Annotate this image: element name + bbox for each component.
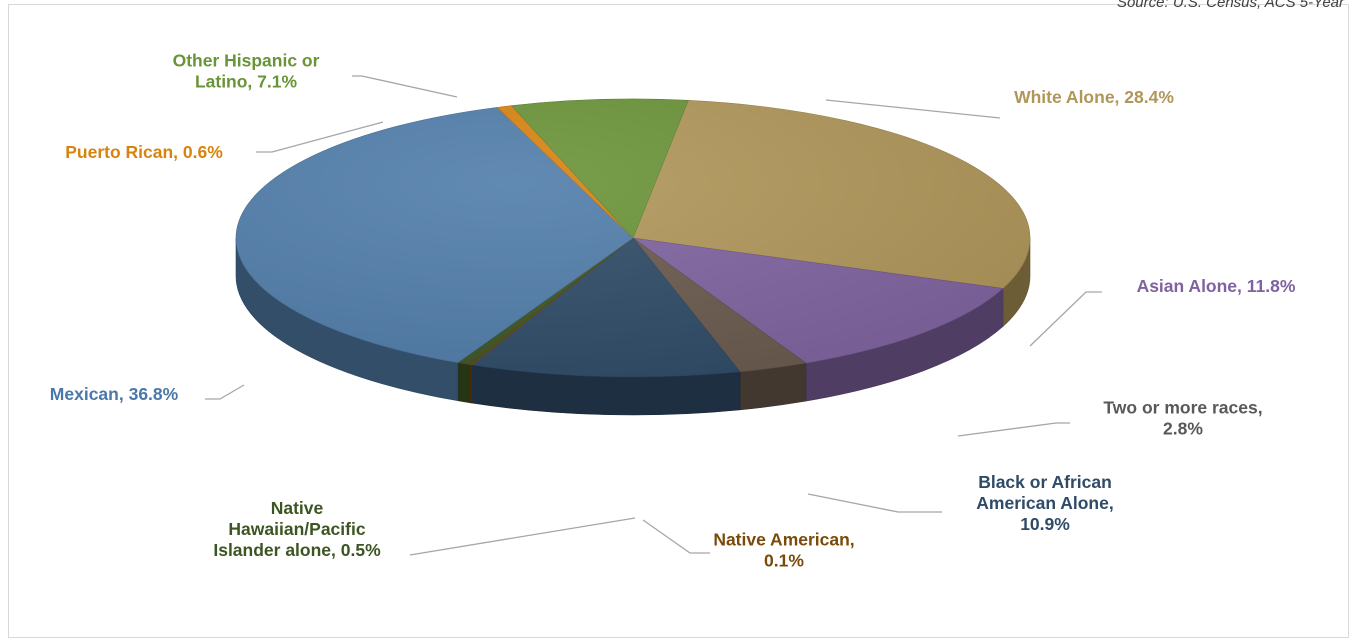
label-asian-alone: Asian Alone, 11.8% [1137,276,1296,296]
leader-white-alone [825,99,1001,119]
label-line: Asian Alone, 11.8% [1137,276,1296,296]
label-line: Hawaiian/Pacific [228,519,365,539]
label-line: Latino, 7.1% [195,72,298,92]
label-white-alone: White Alone, 28.4% [1014,87,1174,107]
leader-lines [205,75,1102,556]
leader-black-or-african-american-alone [807,493,942,513]
leader-mexican [205,384,245,400]
label-other-hispanic-or-latino: Other Hispanic or Latino, 7.1% [173,51,320,92]
label-line: 0.1% [764,551,804,571]
label-puerto-rican: Puerto Rican, 0.6% [65,142,223,162]
label-line: Two or more races, [1103,398,1262,418]
pie-slices [235,98,1031,378]
leader-puerto-rican [256,121,384,153]
label-line: 10.9% [1020,514,1070,534]
side-native-american [468,364,472,404]
leader-native-american [642,519,710,554]
label-mexican: Mexican, 36.8% [50,384,179,404]
label-line: American Alone, [976,493,1113,513]
source-note: Source: U.S. Census, ACS 5-Year [1116,0,1344,11]
label-line: Native American, [713,530,854,550]
label-line: Other Hispanic or [173,51,320,71]
label-line: Native [271,498,324,518]
side-native-hawaiian-pacific-islander-alone [457,362,470,403]
label-native-american: Native American, 0.1% [713,530,854,571]
label-line: White Alone, 28.4% [1014,87,1174,107]
data-labels: White Alone, 28.4% Asian Alone, 11.8% Two … [50,51,1296,571]
label-line: Black or African [978,472,1112,492]
label-line: Mexican, 36.8% [50,384,179,404]
leader-other-hispanic-or-latino [352,75,458,98]
label-line: Islander alone, 0.5% [213,540,381,560]
label-black-or-african-american-alone: Black or African American Alone, 10.9% [976,472,1113,534]
label-native-hawaiian-pacific-islander-alone: Native Hawaiian/Pacific Islander alone, 0.… [213,498,381,560]
leader-native-hawaiian-pacific-islander-alone [409,517,636,556]
label-two-or-more-races: Two or more races, 2.8% [1103,398,1262,439]
leader-asian-alone [1029,291,1102,347]
label-line: 2.8% [1163,419,1203,439]
label-line: Puerto Rican, 0.6% [65,142,223,162]
leader-two-or-more-races [957,422,1070,437]
